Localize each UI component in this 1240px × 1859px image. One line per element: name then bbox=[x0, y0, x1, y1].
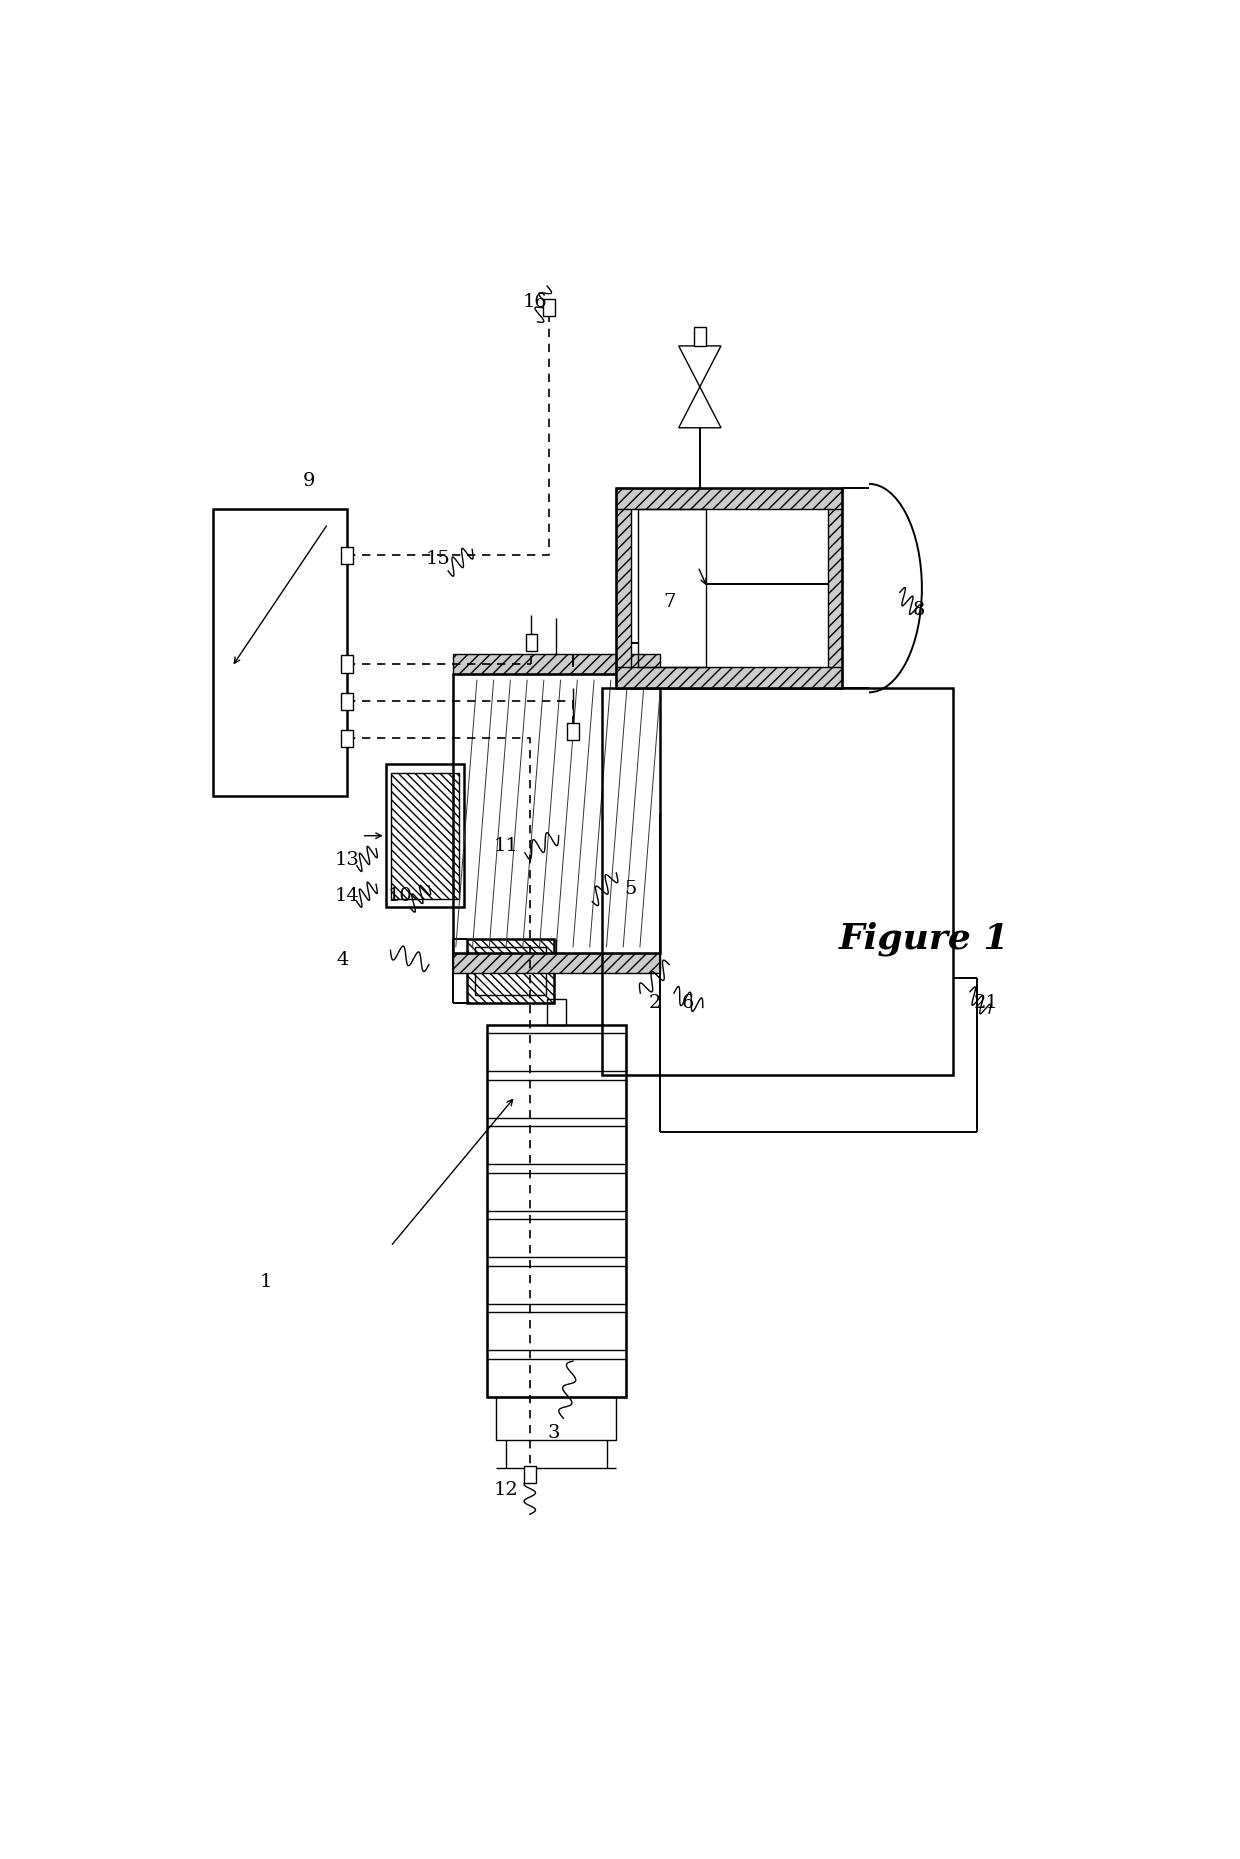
Polygon shape bbox=[678, 387, 720, 428]
Bar bbox=[486, 1127, 626, 1164]
Bar bbox=[467, 939, 554, 1004]
Bar bbox=[486, 1024, 626, 1396]
Bar bbox=[341, 693, 353, 710]
Text: 21: 21 bbox=[973, 995, 998, 1011]
Text: 4: 4 bbox=[336, 952, 348, 969]
Bar bbox=[486, 1034, 626, 1071]
Bar bbox=[601, 688, 952, 1075]
Bar bbox=[828, 487, 842, 688]
Bar bbox=[547, 998, 565, 1024]
Text: 3: 3 bbox=[548, 1424, 560, 1441]
Bar bbox=[392, 773, 459, 898]
Bar bbox=[525, 1465, 536, 1483]
Bar bbox=[486, 1220, 626, 1257]
Bar bbox=[453, 675, 660, 954]
Text: 5: 5 bbox=[625, 879, 637, 898]
Bar bbox=[486, 1266, 626, 1303]
Text: 14: 14 bbox=[335, 887, 360, 905]
Text: 16: 16 bbox=[522, 294, 547, 310]
Bar bbox=[475, 948, 546, 995]
Text: 2: 2 bbox=[649, 995, 661, 1011]
Text: 7: 7 bbox=[663, 593, 676, 612]
Text: 13: 13 bbox=[335, 851, 360, 868]
Bar bbox=[616, 487, 631, 688]
Bar bbox=[386, 764, 465, 907]
Bar bbox=[486, 1173, 626, 1210]
Bar bbox=[341, 547, 353, 563]
Text: 15: 15 bbox=[427, 550, 451, 569]
Text: 6: 6 bbox=[682, 995, 694, 1011]
Bar bbox=[392, 773, 459, 898]
Bar bbox=[567, 723, 579, 740]
Text: 12: 12 bbox=[494, 1482, 518, 1498]
Text: 8: 8 bbox=[913, 600, 925, 619]
Text: 11: 11 bbox=[494, 837, 518, 855]
Bar bbox=[341, 656, 353, 673]
Bar bbox=[616, 487, 842, 509]
Text: 10: 10 bbox=[388, 887, 413, 905]
Bar bbox=[693, 327, 706, 346]
Bar bbox=[467, 939, 554, 1004]
Polygon shape bbox=[678, 346, 720, 387]
Bar bbox=[341, 731, 353, 747]
Bar bbox=[616, 667, 842, 688]
Bar bbox=[616, 487, 842, 688]
Bar bbox=[639, 509, 706, 667]
Text: 1: 1 bbox=[259, 1273, 272, 1292]
Text: 9: 9 bbox=[303, 472, 315, 489]
Bar bbox=[496, 1396, 616, 1439]
Bar bbox=[213, 509, 347, 796]
Bar bbox=[526, 634, 537, 651]
Bar bbox=[486, 1080, 626, 1117]
Text: Figure 1: Figure 1 bbox=[838, 922, 1009, 956]
Bar bbox=[486, 1359, 626, 1396]
Bar bbox=[543, 299, 554, 316]
Bar bbox=[486, 1312, 626, 1350]
Bar bbox=[453, 654, 660, 675]
Bar bbox=[453, 954, 660, 972]
